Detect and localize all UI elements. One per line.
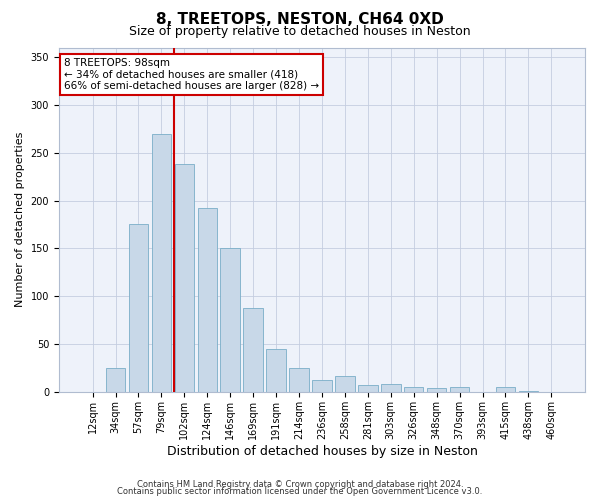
Bar [175,164,194,392]
Bar [197,208,217,392]
Bar [128,224,148,392]
Bar [427,388,446,392]
Text: Contains public sector information licensed under the Open Government Licence v3: Contains public sector information licen… [118,487,482,496]
Bar [518,391,538,392]
Bar [152,134,171,392]
Bar [244,308,263,392]
Bar [450,387,469,392]
Y-axis label: Number of detached properties: Number of detached properties [15,132,25,308]
Bar [312,380,332,392]
Text: Size of property relative to detached houses in Neston: Size of property relative to detached ho… [129,25,471,38]
Bar [496,387,515,392]
Bar [381,384,401,392]
X-axis label: Distribution of detached houses by size in Neston: Distribution of detached houses by size … [167,444,478,458]
Text: Contains HM Land Registry data © Crown copyright and database right 2024.: Contains HM Land Registry data © Crown c… [137,480,463,489]
Bar [289,368,309,392]
Text: 8, TREETOPS, NESTON, CH64 0XD: 8, TREETOPS, NESTON, CH64 0XD [156,12,444,28]
Text: 8 TREETOPS: 98sqm
← 34% of detached houses are smaller (418)
66% of semi-detache: 8 TREETOPS: 98sqm ← 34% of detached hous… [64,58,319,91]
Bar [358,385,377,392]
Bar [335,376,355,392]
Bar [106,368,125,392]
Bar [220,248,240,392]
Bar [404,387,424,392]
Bar [266,349,286,392]
